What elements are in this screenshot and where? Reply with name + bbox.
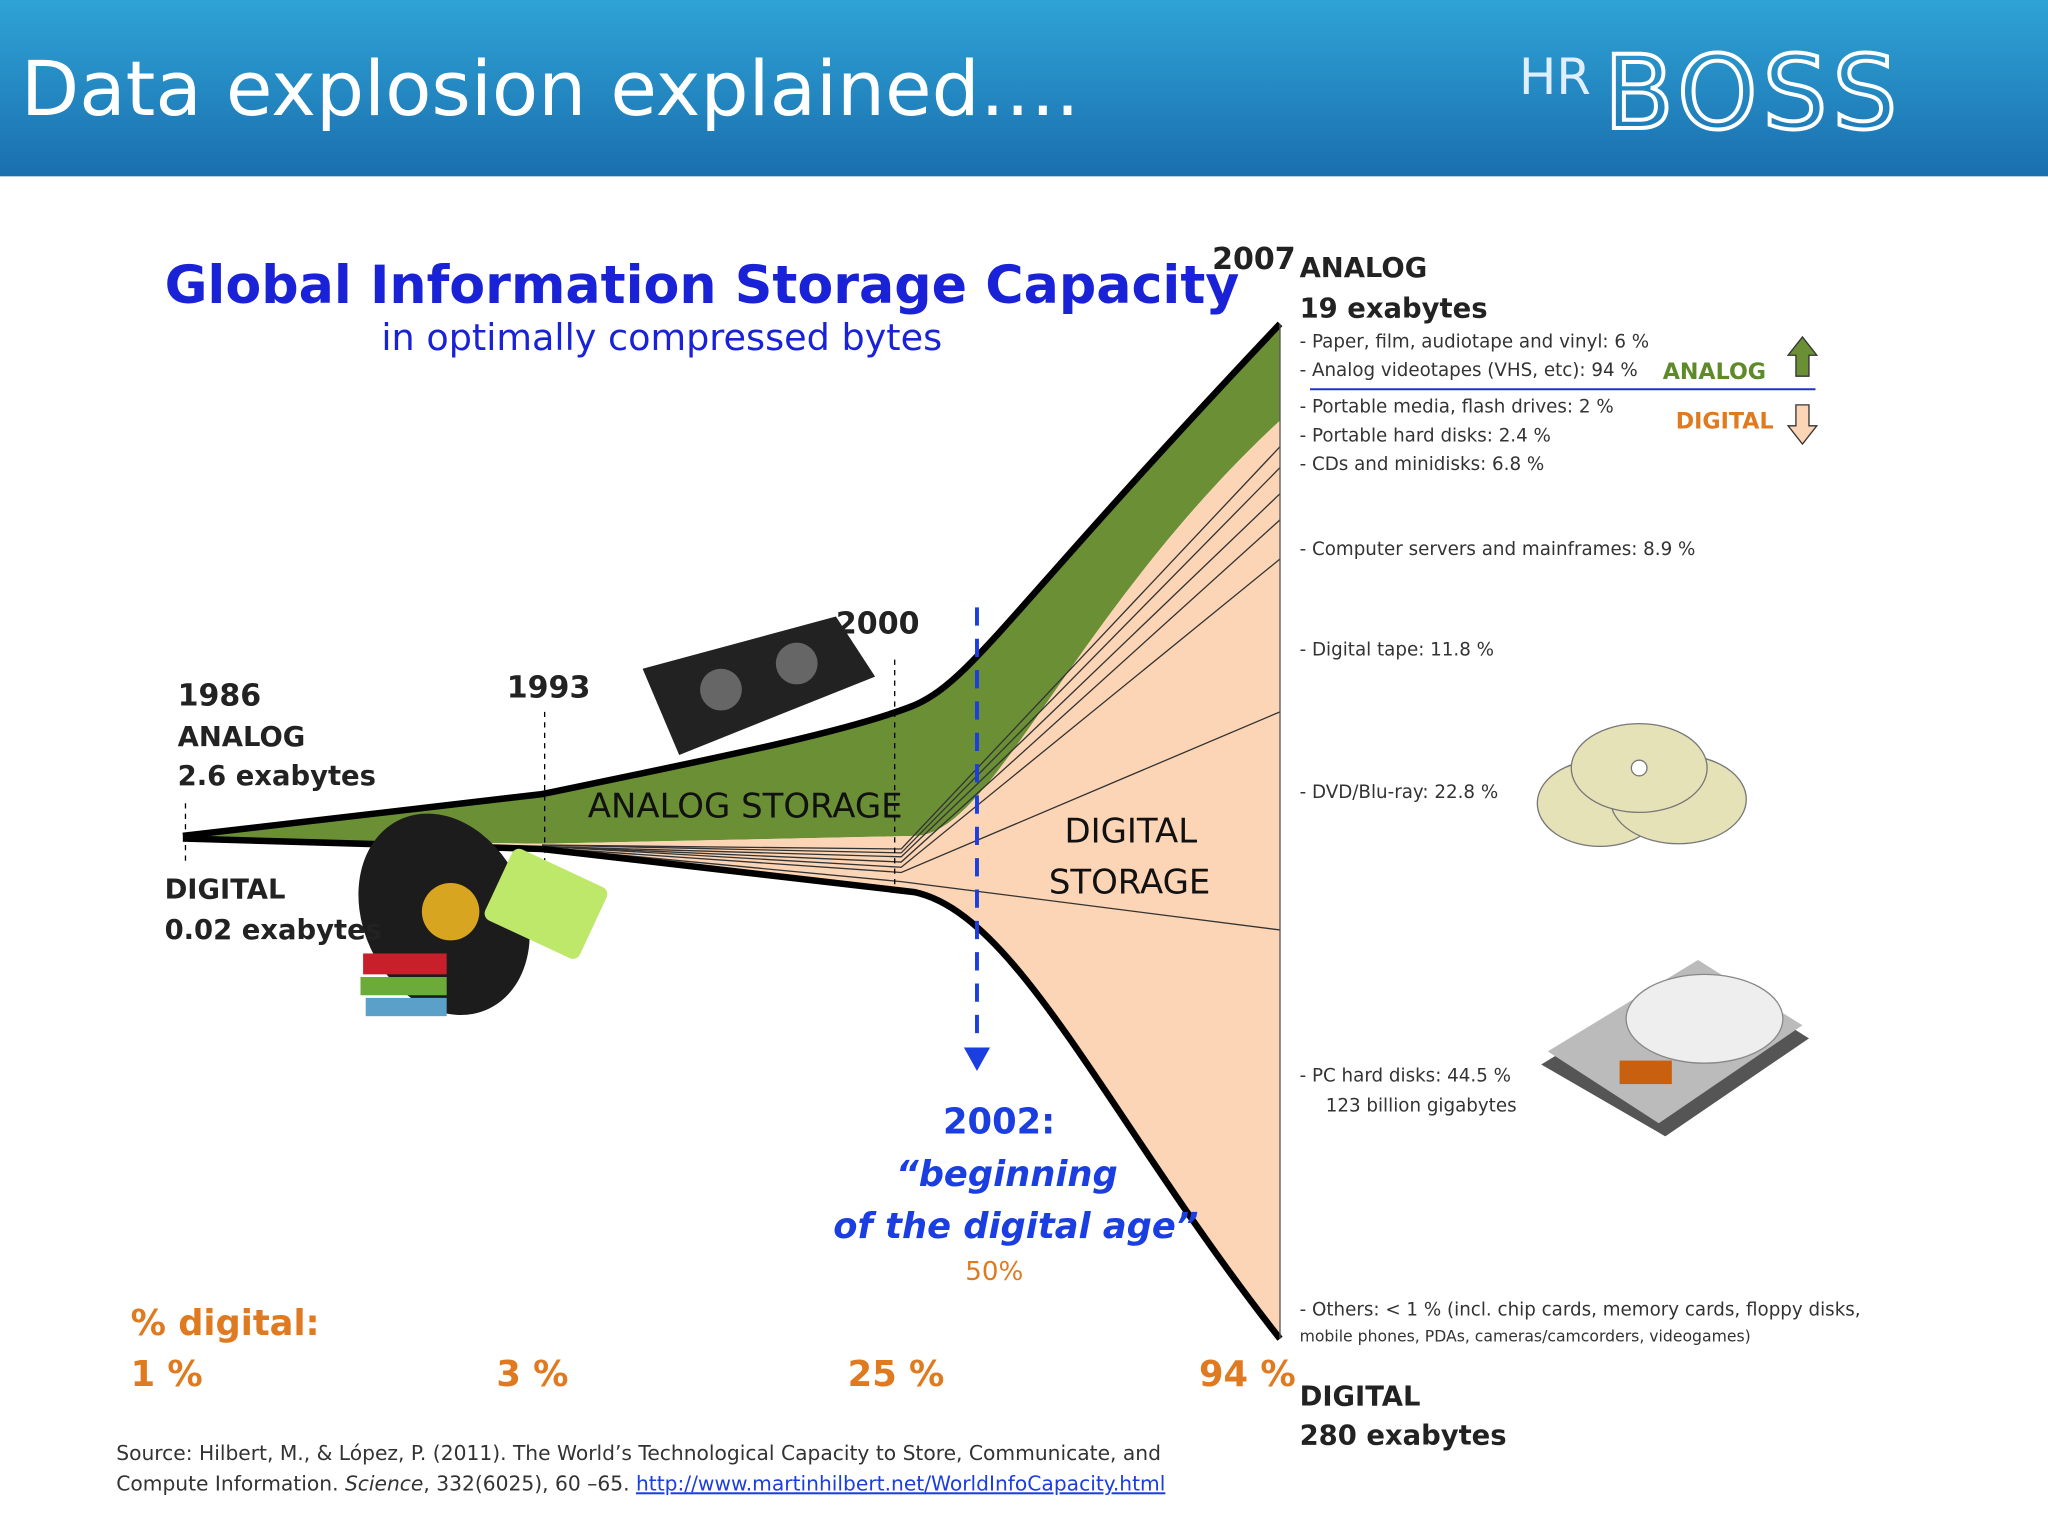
year-2000: 2000	[836, 606, 920, 641]
disc-icon	[1536, 722, 1747, 848]
start-analog-label: ANALOG	[178, 722, 306, 753]
percent-digital: 94 %	[1199, 1354, 1296, 1395]
logo: BOSS	[1604, 34, 1902, 153]
end-analog-label: ANALOG	[1300, 253, 1428, 284]
source-journal: Science	[345, 1471, 423, 1495]
digital-item: - DVD/Blu-ray: 22.8 %	[1300, 782, 1499, 803]
milestone-share: 50%	[965, 1257, 1023, 1287]
digital-item: - Portable media, flash drives: 2 %	[1300, 397, 1614, 418]
digital-item: - Digital tape: 11.8 %	[1300, 640, 1494, 661]
digital-item: - Computer servers and mainframes: 8.9 %	[1300, 539, 1696, 560]
vhs-icon	[642, 616, 876, 755]
digital-storage-label: STORAGE	[1049, 862, 1211, 902]
end-digital-label: DIGITAL	[1300, 1381, 1421, 1412]
source-line: Compute Information. Science, 332(6025),…	[116, 1471, 1165, 1495]
source-line: Source: Hilbert, M., & López, P. (2011).…	[116, 1441, 1161, 1465]
logo-prefix: HR	[1519, 48, 1591, 106]
digital-bands	[541, 446, 1281, 931]
source-text: , 332(6025), 60 –65.	[423, 1471, 636, 1495]
analog-item: - Analog videotapes (VHS, etc): 94 %	[1300, 360, 1638, 381]
info-subtitle: in optimally compressed bytes	[381, 316, 942, 359]
milestone-text: “beginning	[896, 1154, 1118, 1195]
digital-item: - CDs and minidisks: 6.8 %	[1300, 454, 1545, 475]
vinyl-icon	[358, 813, 608, 1017]
percent-digital: 25 %	[848, 1354, 945, 1395]
percent-digital: 3 %	[496, 1354, 568, 1395]
percent-digital: 1 %	[131, 1354, 203, 1395]
arrow-2002	[963, 1047, 991, 1072]
others-line: mobile phones, PDAs, cameras/camcorders,…	[1300, 1326, 1751, 1345]
digital-storage-label: DIGITAL	[1064, 811, 1197, 851]
start-digital-label: DIGITAL	[165, 875, 286, 906]
others-line: - Others: < 1 % (incl. chip cards, memor…	[1300, 1299, 1861, 1320]
end-analog-amount: 19 exabytes	[1300, 293, 1488, 324]
bottom-outline	[182, 835, 1283, 1341]
digital-area	[182, 420, 1280, 1339]
milestone-text: of the digital age”	[833, 1206, 1198, 1247]
end-digital-amount: 280 exabytes	[1300, 1421, 1507, 1452]
down-arrow	[1786, 404, 1819, 446]
digital-item: - Portable hard disks: 2.4 %	[1300, 425, 1551, 446]
info-title: Global Information Storage Capacity	[165, 256, 1240, 316]
milestone-year: 2002:	[943, 1102, 1055, 1143]
source-link[interactable]: http://www.martinhilbert.net/WorldInfoCa…	[636, 1471, 1165, 1495]
pc-note: 123 billion gigabytes	[1326, 1096, 1517, 1117]
slide-title: Data explosion explained….	[21, 45, 1080, 133]
source-text: Compute Information.	[116, 1471, 345, 1495]
end-year: 2007	[1212, 242, 1296, 277]
start-analog-amount: 2.6 exabytes	[178, 761, 376, 792]
analog-item: - Paper, film, audiotape and vinyl: 6 %	[1300, 331, 1650, 352]
digital-trend: DIGITAL	[1676, 408, 1774, 434]
year-1993: 1993	[507, 670, 591, 705]
percent-digital-label: % digital:	[131, 1303, 320, 1344]
header-bar	[0, 0, 2048, 177]
digital-item: - PC hard disks: 44.5 %	[1300, 1065, 1511, 1086]
total-outline	[182, 321, 1283, 840]
analog-trend: ANALOG	[1663, 359, 1766, 385]
start-digital-amount: 0.02 exabytes	[165, 915, 382, 946]
up-arrow	[1786, 335, 1819, 377]
start-year: 1986	[178, 678, 262, 713]
hdd-icon	[1541, 960, 1809, 1137]
analog-storage-label: ANALOG STORAGE	[588, 787, 903, 827]
analog-area	[182, 323, 1280, 844]
